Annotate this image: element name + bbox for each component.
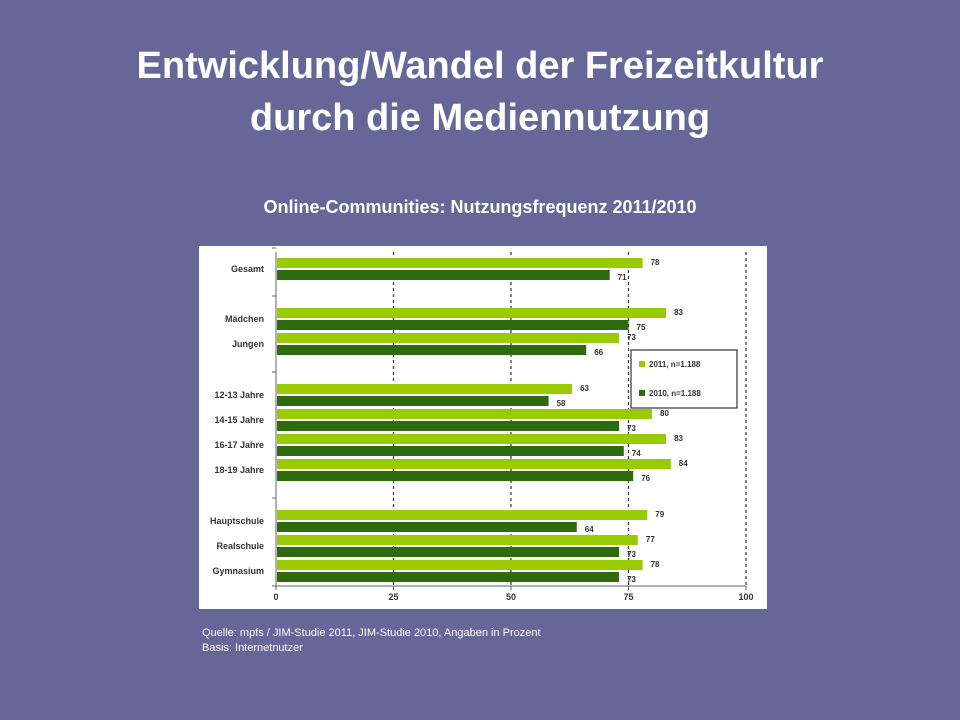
bar-2010-14-15-jahre [277, 421, 620, 431]
bar-2011-12-13-jahre [277, 384, 573, 394]
bar-2011-gymnasium [277, 560, 643, 570]
x-tick-label-100: 100 [738, 592, 753, 602]
bar-chart: 0 25 50 75 100 Gesamt 78 71 Mädchen 83 75 Jungen 73 6… [210, 247, 754, 602]
x-tick-label-0: 0 [273, 592, 278, 602]
bar-2010-gymnasium [277, 572, 620, 582]
x-tick-label-25: 25 [388, 592, 398, 602]
chart-panel: 0 25 50 75 100 Gesamt 78 71 Mädchen 83 75 Jungen 73 6… [199, 246, 767, 609]
value-label-2010-jungen: 66 [594, 348, 603, 357]
value-label-2011-jungen: 73 [627, 333, 636, 342]
category-label-hauptschule: Hauptschule [210, 516, 264, 526]
legend-label-2010: 2010, n=1.188 [649, 389, 701, 398]
legend-swatch-2010 [639, 390, 645, 396]
value-label-2011-hauptschule: 79 [655, 510, 664, 519]
bar-2011-mädchen [277, 308, 667, 318]
x-tick-label-50: 50 [506, 592, 516, 602]
bar-2011-16-17-jahre [277, 434, 667, 444]
bar-2010-jungen [277, 345, 587, 355]
category-label-16-17-jahre: 16-17 Jahre [214, 440, 264, 450]
basis-line: Basis: Internetnutzer [202, 642, 303, 654]
bar-2010-gesamt [277, 270, 610, 280]
value-label-2011-gesamt: 78 [651, 258, 660, 267]
bar-2010-16-17-jahre [277, 446, 624, 456]
legend-box [630, 349, 738, 409]
x-tick-label-75: 75 [623, 592, 633, 602]
value-label-2010-mädchen: 75 [637, 323, 646, 332]
slide-title-line1: Entwicklung/Wandel der Freizeitkultur [136, 45, 824, 87]
source-note: Quelle: mpfs / JIM-Studie 2011, JIM-Stud… [202, 626, 541, 656]
value-label-2011-mädchen: 83 [674, 308, 683, 317]
value-label-2011-12-13-jahre: 63 [580, 384, 589, 393]
value-label-2010-realschule: 73 [627, 550, 636, 559]
chart-title: Online-Communities: Nutzungsfrequenz 201… [263, 197, 697, 217]
legend-label-2011: 2011, n=1.188 [649, 360, 701, 369]
bar-2010-realschule [277, 547, 620, 557]
legend-swatch-2011 [639, 361, 645, 367]
bar-2011-14-15-jahre [277, 409, 652, 419]
category-label-gymnasium: Gymnasium [212, 566, 264, 576]
value-label-2010-14-15-jahre: 73 [627, 424, 636, 433]
value-label-2011-16-17-jahre: 83 [674, 434, 683, 443]
category-label-gesamt: Gesamt [231, 264, 264, 274]
category-label-12-13-jahre: 12-13 Jahre [214, 390, 264, 400]
bar-2011-jungen [277, 333, 620, 343]
category-label-mädchen: Mädchen [225, 314, 264, 324]
bar-2011-hauptschule [277, 510, 648, 520]
value-label-2010-hauptschule: 64 [585, 525, 594, 534]
value-label-2011-14-15-jahre: 80 [660, 409, 669, 418]
bar-2010-mädchen [277, 320, 629, 330]
category-label-realschule: Realschule [216, 541, 264, 551]
value-label-2011-18-19-jahre: 84 [679, 459, 688, 468]
category-label-14-15-jahre: 14-15 Jahre [214, 415, 264, 425]
value-label-2010-16-17-jahre: 74 [632, 449, 641, 458]
slide-title: Entwicklung/Wandel der Freizeitkultur du… [0, 40, 960, 144]
bar-2011-realschule [277, 535, 638, 545]
category-label-jungen: Jungen [232, 339, 264, 349]
value-label-2010-gymnasium: 73 [627, 575, 636, 584]
value-label-2011-gymnasium: 78 [651, 560, 660, 569]
bar-2011-18-19-jahre [277, 459, 671, 469]
category-label-18-19-jahre: 18-19 Jahre [214, 465, 264, 475]
value-label-2010-18-19-jahre: 76 [641, 474, 650, 483]
bar-2010-18-19-jahre [277, 471, 634, 481]
bar-2010-12-13-jahre [277, 396, 549, 406]
value-label-2010-12-13-jahre: 58 [557, 399, 566, 408]
value-label-2011-realschule: 77 [646, 535, 655, 544]
value-label-2010-gesamt: 71 [618, 273, 627, 282]
source-line: Quelle: mpfs / JIM-Studie 2011, JIM-Stud… [202, 627, 541, 639]
bar-2011-gesamt [277, 258, 643, 268]
bar-2010-hauptschule [277, 522, 577, 532]
slide-title-line2: durch die Mediennutzung [249, 97, 711, 139]
